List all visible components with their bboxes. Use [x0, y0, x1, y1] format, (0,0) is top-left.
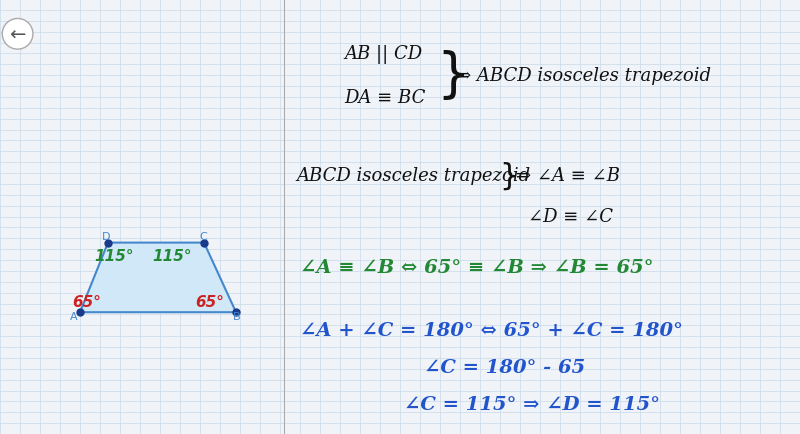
Text: ∠A ≡ ∠B ⇔ 65° ≡ ∠B ⇒ ∠B = 65°: ∠A ≡ ∠B ⇔ 65° ≡ ∠B ⇒ ∠B = 65° [300, 258, 654, 276]
Text: 115°: 115° [152, 249, 192, 263]
Text: B: B [233, 311, 241, 321]
Text: }: } [436, 50, 470, 102]
Text: C: C [199, 232, 207, 241]
Text: D: D [102, 232, 110, 241]
Text: ⇒ ∠A ≡ ∠B: ⇒ ∠A ≡ ∠B [516, 167, 620, 185]
Text: ∠C = 180° - 65: ∠C = 180° - 65 [424, 358, 586, 376]
Text: ∠A + ∠C = 180° ⇔ 65° + ∠C = 180°: ∠A + ∠C = 180° ⇔ 65° + ∠C = 180° [300, 321, 683, 339]
Text: DA ≡ BC: DA ≡ BC [344, 89, 426, 107]
Polygon shape [80, 243, 236, 312]
Text: 115°: 115° [94, 249, 134, 263]
Text: ABCD isosceles trapezoid: ABCD isosceles trapezoid [296, 167, 530, 185]
Text: }: } [499, 161, 518, 190]
Text: 65°: 65° [195, 294, 224, 309]
Text: A: A [70, 311, 78, 321]
Text: ←: ← [10, 25, 26, 44]
Text: AB || CD: AB || CD [344, 45, 422, 64]
Text: ∠C = 115° ⇒ ∠D = 115°: ∠C = 115° ⇒ ∠D = 115° [404, 395, 660, 413]
Text: ∠D ≡ ∠C: ∠D ≡ ∠C [528, 208, 613, 226]
Text: 65°: 65° [72, 294, 101, 309]
Text: ⇒ ABCD isosceles trapezoid: ⇒ ABCD isosceles trapezoid [456, 67, 711, 85]
